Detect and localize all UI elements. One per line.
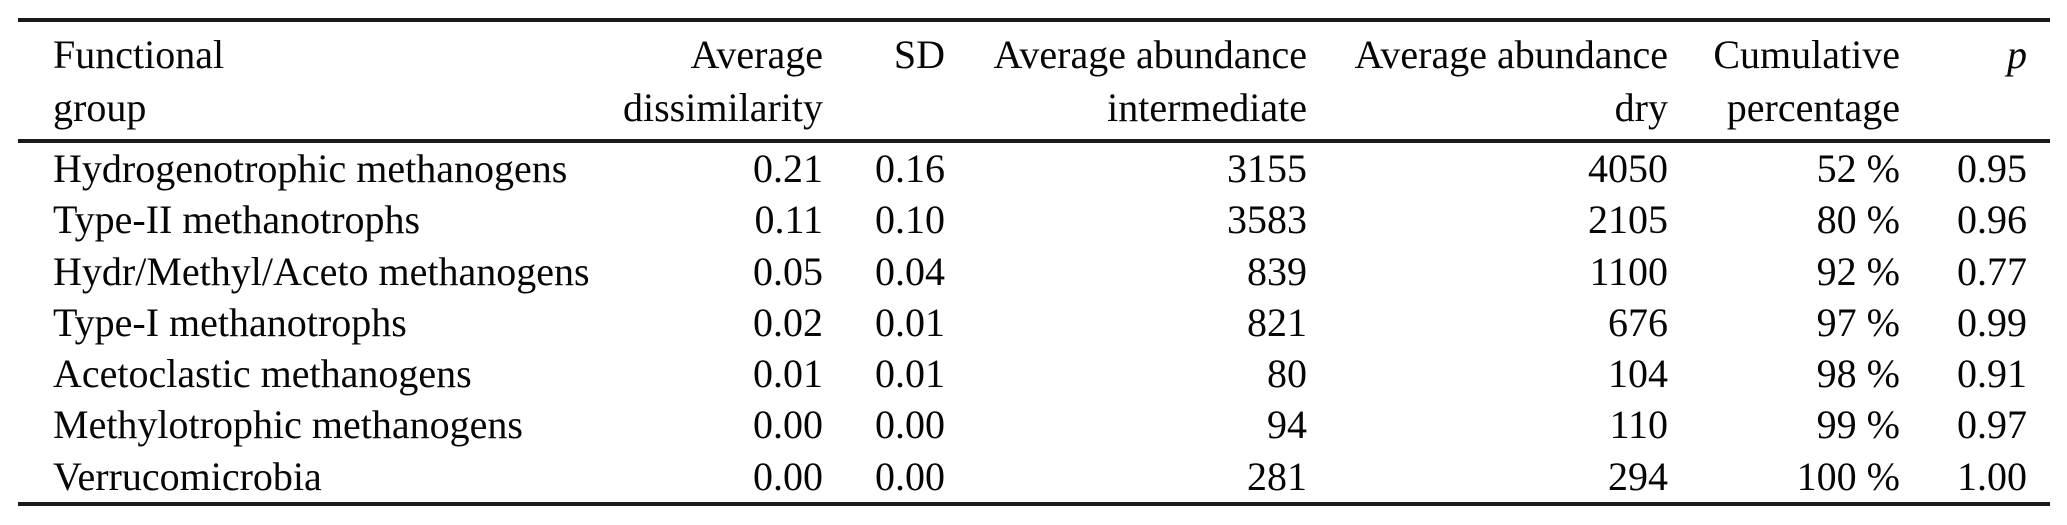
cell-sd: 0.01 bbox=[875, 351, 945, 397]
cell-cumulative-percentage: 97 % bbox=[1816, 299, 1900, 345]
header-line: dry bbox=[1614, 85, 1668, 130]
table-row: Verrucomicrobia 0.00 0.00 281 294 100 % … bbox=[18, 451, 2050, 504]
cell-functional-group: Type-II methanotrophs bbox=[53, 197, 421, 243]
table-body: Hydrogenotrophic methanogens 0.21 0.16 3… bbox=[18, 141, 2050, 504]
cell-p-value: 0.99 bbox=[1957, 299, 2027, 345]
cell-p-value: 0.95 bbox=[1957, 146, 2027, 191]
cell-average-dissimilarity: 0.01 bbox=[753, 351, 823, 397]
column-header-cumulative-percentage: Cumulative percentage bbox=[1668, 20, 1900, 143]
table-row: Hydrogenotrophic methanogens 0.21 0.16 3… bbox=[18, 141, 2050, 194]
cell-functional-group: Methylotrophic methanogens bbox=[53, 402, 523, 448]
cell-abundance-intermediate: 3583 bbox=[1227, 197, 1307, 243]
cell-p-value: 0.77 bbox=[1957, 248, 2027, 294]
cell-abundance-intermediate: 94 bbox=[1267, 402, 1307, 448]
cell-abundance-intermediate: 821 bbox=[1247, 299, 1307, 345]
cell-sd: 0.10 bbox=[875, 197, 945, 243]
cell-functional-group: Hydrogenotrophic methanogens bbox=[53, 146, 568, 191]
cell-functional-group: Verrucomicrobia bbox=[53, 453, 322, 499]
cell-average-dissimilarity: 0.21 bbox=[753, 146, 823, 191]
header-line: Functional bbox=[53, 32, 225, 77]
cell-abundance-intermediate: 3155 bbox=[1227, 146, 1307, 191]
table-row: Hydr/Methyl/Aceto methanogens 0.05 0.04 … bbox=[18, 246, 2050, 297]
header-line: SD bbox=[893, 32, 945, 77]
cell-cumulative-percentage: 99 % bbox=[1816, 402, 1900, 448]
cell-sd: 0.01 bbox=[875, 299, 945, 345]
cell-average-dissimilarity: 0.11 bbox=[754, 197, 823, 243]
cell-p-value: 0.91 bbox=[1957, 351, 2027, 397]
header-line: dissimilarity bbox=[623, 85, 823, 130]
cell-p-value: 0.97 bbox=[1957, 402, 2027, 448]
column-header-p-value: p bbox=[1900, 20, 2050, 143]
cell-functional-group: Hydr/Methyl/Aceto methanogens bbox=[53, 248, 590, 294]
column-header-average-abundance-intermediate: Average abundance intermediate bbox=[945, 20, 1307, 143]
cell-abundance-intermediate: 281 bbox=[1247, 453, 1307, 499]
cell-abundance-dry: 294 bbox=[1608, 453, 1668, 499]
header-line: Average abundance bbox=[993, 32, 1307, 77]
cell-abundance-intermediate: 80 bbox=[1267, 351, 1307, 397]
table-header: Functional group Average dissimilarity S… bbox=[18, 20, 2050, 143]
cell-sd: 0.04 bbox=[875, 248, 945, 294]
column-header-average-abundance-dry: Average abundance dry bbox=[1307, 20, 1668, 143]
cell-cumulative-percentage: 100 % bbox=[1796, 453, 1900, 499]
cell-abundance-dry: 1100 bbox=[1589, 248, 1668, 294]
table-row: Acetoclastic methanogens 0.01 0.01 80 10… bbox=[18, 348, 2050, 399]
cell-sd: 0.00 bbox=[875, 402, 945, 448]
column-header-sd: SD bbox=[823, 20, 945, 143]
header-line: intermediate bbox=[1107, 85, 1307, 130]
cell-abundance-intermediate: 839 bbox=[1247, 248, 1307, 294]
cell-sd: 0.00 bbox=[875, 453, 945, 499]
cell-functional-group: Type-I methanotrophs bbox=[53, 299, 407, 345]
cell-p-value: 1.00 bbox=[1957, 453, 2027, 499]
table-row: Type-II methanotrophs 0.11 0.10 3583 210… bbox=[18, 194, 2050, 245]
cell-cumulative-percentage: 52 % bbox=[1816, 146, 1900, 191]
header-line: percentage bbox=[1726, 85, 1900, 130]
column-header-functional-group: Functional group bbox=[18, 20, 618, 143]
cell-average-dissimilarity: 0.02 bbox=[753, 299, 823, 345]
cell-functional-group: Acetoclastic methanogens bbox=[53, 351, 472, 397]
cell-abundance-dry: 110 bbox=[1609, 402, 1668, 448]
cell-cumulative-percentage: 80 % bbox=[1816, 197, 1900, 243]
cell-cumulative-percentage: 98 % bbox=[1816, 351, 1900, 397]
cell-abundance-dry: 104 bbox=[1608, 351, 1668, 397]
cell-p-value: 0.96 bbox=[1957, 197, 2027, 243]
cell-abundance-dry: 676 bbox=[1608, 299, 1668, 345]
cell-average-dissimilarity: 0.00 bbox=[753, 453, 823, 499]
cell-sd: 0.16 bbox=[875, 146, 945, 191]
header-line: Average abundance bbox=[1354, 32, 1668, 77]
cell-abundance-dry: 2105 bbox=[1588, 197, 1668, 243]
header-line: p bbox=[2007, 32, 2027, 77]
table-row: Type-I methanotrophs 0.02 0.01 821 676 9… bbox=[18, 297, 2050, 348]
cell-average-dissimilarity: 0.05 bbox=[753, 248, 823, 294]
header-line: group bbox=[53, 85, 147, 130]
header-row: Functional group Average dissimilarity S… bbox=[18, 20, 2050, 143]
cell-cumulative-percentage: 92 % bbox=[1816, 248, 1900, 294]
cell-abundance-dry: 4050 bbox=[1588, 146, 1668, 191]
table-row: Methylotrophic methanogens 0.00 0.00 94 … bbox=[18, 399, 2050, 450]
header-line: Cumulative bbox=[1713, 32, 1900, 77]
cell-average-dissimilarity: 0.00 bbox=[753, 402, 823, 448]
header-line: Average bbox=[690, 32, 824, 77]
column-header-average-dissimilarity: Average dissimilarity bbox=[618, 20, 824, 143]
results-table: Functional group Average dissimilarity S… bbox=[18, 18, 2050, 507]
